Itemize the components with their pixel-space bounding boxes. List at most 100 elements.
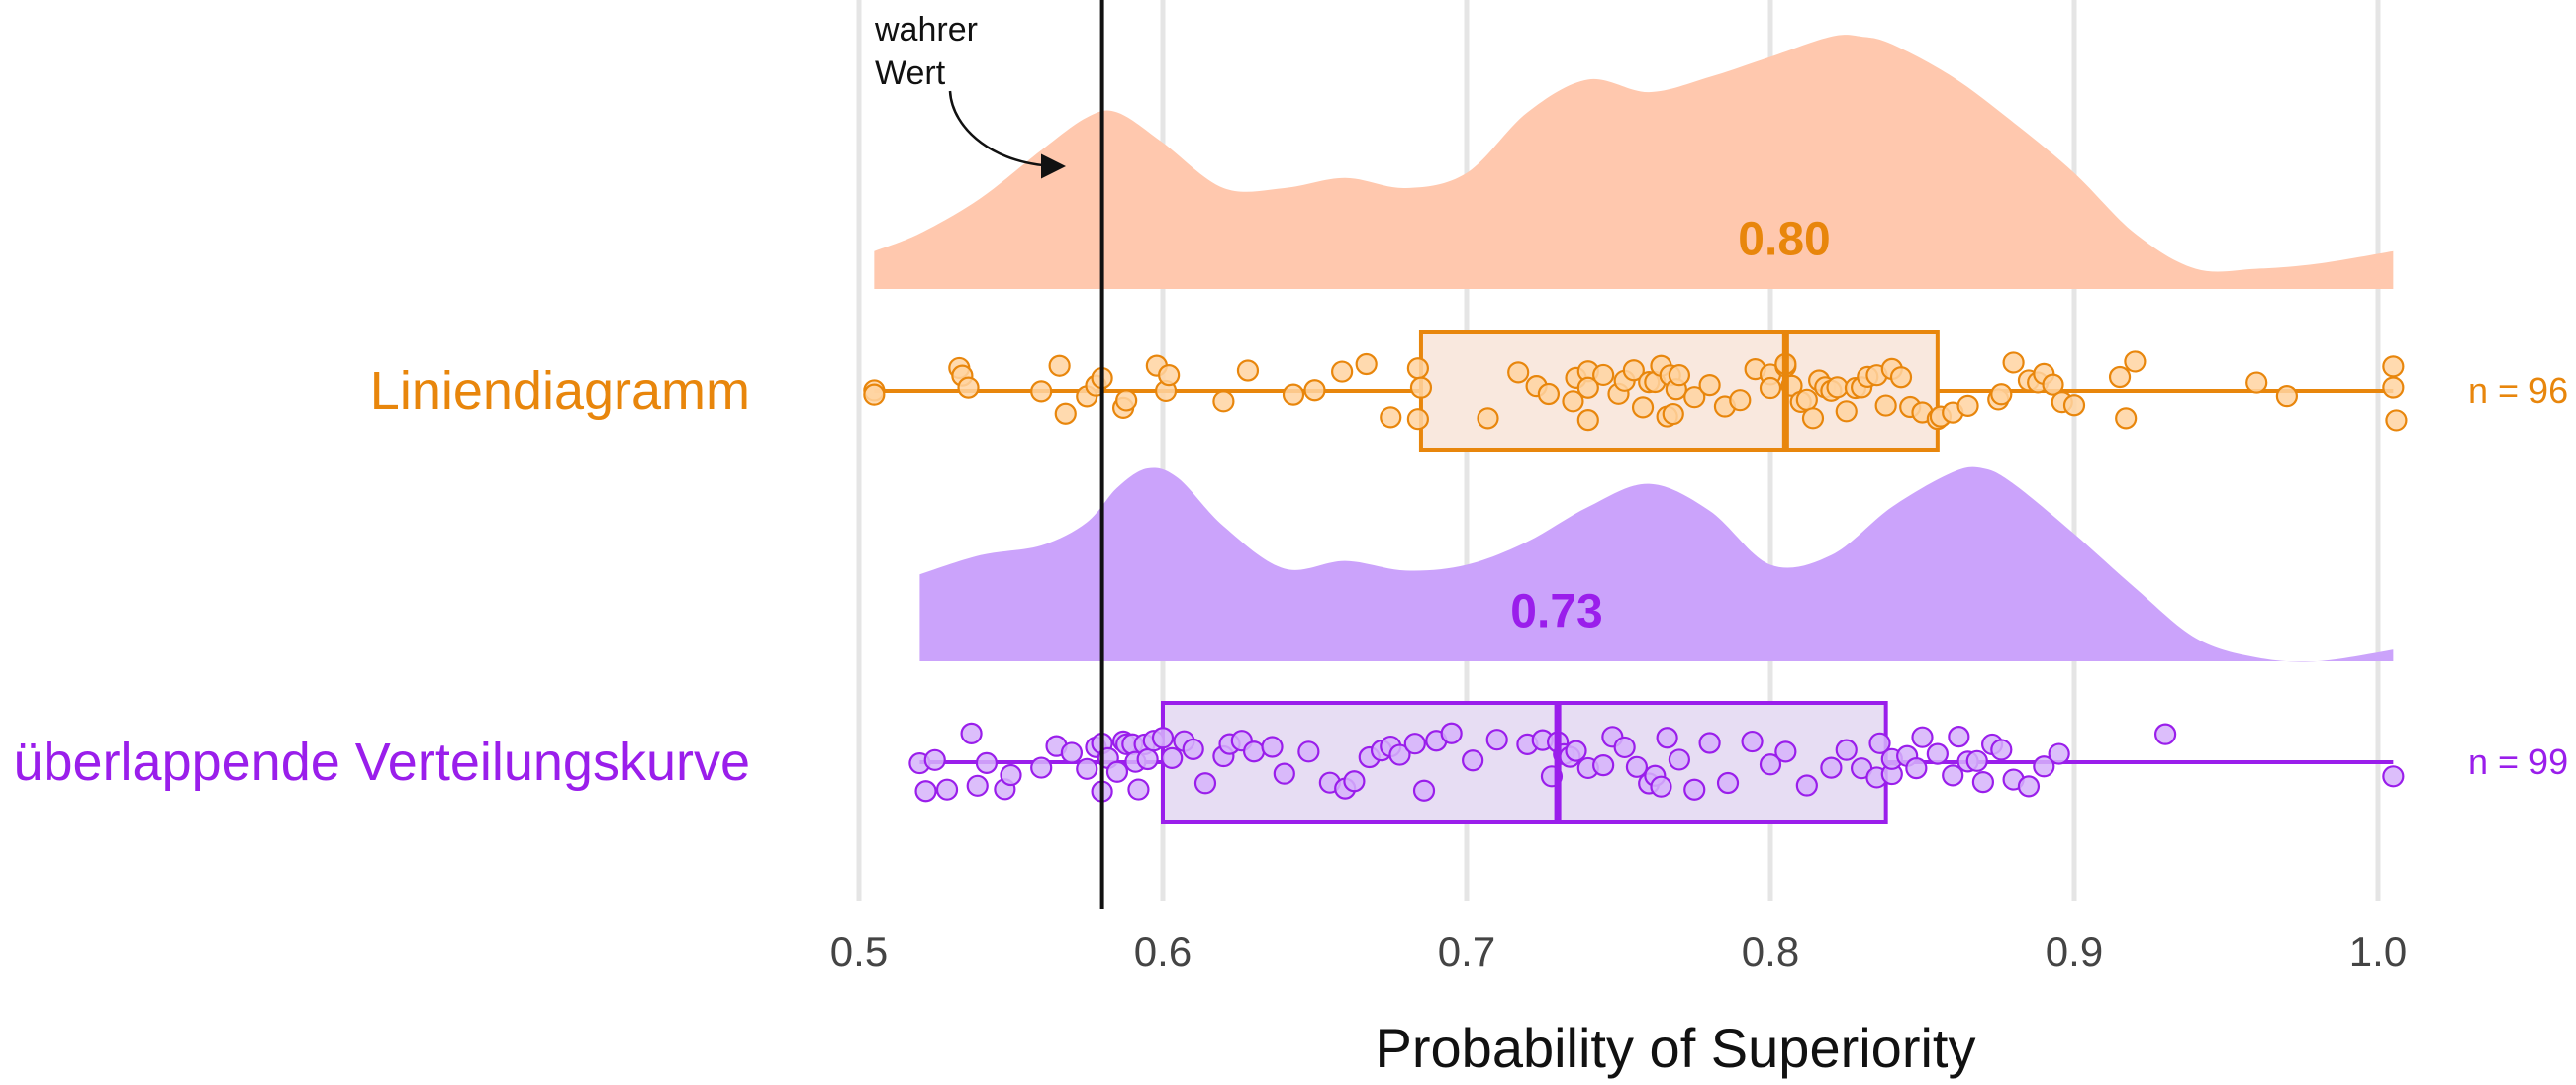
data-point xyxy=(1592,363,1615,387)
x-tick-label: 0.9 xyxy=(2045,929,2104,975)
group-label-liniendiagramm: Liniendiagramm xyxy=(369,361,750,421)
data-point xyxy=(1698,374,1721,397)
data-point xyxy=(2124,350,2147,373)
data-point xyxy=(1905,757,1928,780)
data-point xyxy=(1942,764,1964,787)
data-point xyxy=(1355,352,1378,376)
data-point xyxy=(1576,376,1599,399)
data-point xyxy=(1576,409,1599,432)
n-count-ueberlappende-verteilungskurve: n = 99 xyxy=(2468,741,2569,782)
data-point xyxy=(1380,406,1402,429)
data-point xyxy=(2062,394,2086,417)
data-point xyxy=(1868,732,1891,754)
data-point xyxy=(1440,722,1463,744)
data-point xyxy=(1303,379,1326,402)
data-point xyxy=(1683,386,1706,409)
data-point xyxy=(2382,355,2405,378)
data-point xyxy=(914,780,937,803)
reference-label-line2: Wert xyxy=(875,54,946,92)
data-point xyxy=(1409,376,1433,399)
n-count-liniendiagramm: n = 96 xyxy=(2468,370,2569,411)
data-point xyxy=(1622,359,1645,382)
data-point xyxy=(935,778,959,801)
data-point xyxy=(1076,757,1098,780)
data-point xyxy=(1698,732,1721,754)
data-point xyxy=(1820,756,1843,779)
median-label-liniendiagramm: 0.80 xyxy=(1738,213,1831,266)
data-point xyxy=(1965,749,1988,772)
data-point xyxy=(1926,742,1949,765)
data-point xyxy=(1537,382,1560,406)
data-point xyxy=(2042,373,2064,396)
data-point xyxy=(1182,738,1204,760)
data-point xyxy=(957,376,980,399)
data-point xyxy=(2033,755,2055,778)
data-point xyxy=(1795,388,1818,411)
data-point xyxy=(1048,354,1071,377)
data-point xyxy=(1801,407,1825,430)
data-point xyxy=(1668,364,1691,387)
data-point xyxy=(1990,739,2013,761)
data-point xyxy=(1477,407,1499,430)
x-axis-title: Probability of Superiority xyxy=(1375,1017,1976,1079)
group-liniendiagramm xyxy=(863,35,2408,452)
data-point xyxy=(2115,407,2138,430)
data-point xyxy=(1282,383,1305,406)
data-point xyxy=(1212,390,1235,413)
reference-arrow xyxy=(948,90,1066,179)
data-point xyxy=(1242,740,1266,763)
data-point xyxy=(1000,763,1022,787)
x-tick-label: 0.7 xyxy=(1437,929,1496,975)
data-point xyxy=(1631,396,1655,419)
data-point xyxy=(1115,389,1138,412)
data-point xyxy=(1161,746,1184,769)
data-point xyxy=(1625,755,1649,778)
data-point xyxy=(1716,771,1740,795)
data-point xyxy=(1030,756,1053,779)
data-point xyxy=(1406,408,1429,431)
reference-annotation: wahrer Wert xyxy=(875,8,978,95)
x-tick-label: 1.0 xyxy=(2348,929,2408,975)
data-point xyxy=(2382,765,2405,788)
data-point xyxy=(1668,748,1691,771)
x-tick-label: 0.8 xyxy=(1741,929,1800,975)
data-point xyxy=(1874,394,1897,417)
data-point xyxy=(1462,749,1484,772)
data-point xyxy=(1403,733,1426,755)
data-point xyxy=(975,751,999,774)
data-point xyxy=(1835,739,1858,761)
data-point xyxy=(1562,390,1584,413)
data-point xyxy=(1273,762,1295,785)
data-point xyxy=(1759,753,1782,776)
data-point xyxy=(1662,402,1684,426)
data-point xyxy=(863,383,886,406)
data-point xyxy=(1592,753,1615,777)
data-point xyxy=(1729,389,1752,412)
data-point xyxy=(1826,376,1849,399)
density-curve xyxy=(919,466,2394,662)
data-point xyxy=(1795,774,1818,797)
data-point xyxy=(1650,775,1672,798)
data-point xyxy=(2154,723,2177,745)
data-point xyxy=(2108,365,2132,389)
data-point xyxy=(1151,727,1175,749)
data-point xyxy=(1683,778,1706,801)
data-point xyxy=(1889,366,1913,389)
median-label-ueberlappende-verteilungskurve: 0.73 xyxy=(1510,585,1603,639)
data-point xyxy=(1388,743,1411,766)
data-point xyxy=(1759,376,1782,400)
data-point xyxy=(2245,371,2268,394)
group-ueberlappende-verteilungskurve xyxy=(908,466,2405,824)
data-point xyxy=(1835,400,1858,423)
group-label-ueberlappende-verteilungskurve: überlappende Verteilungskurve xyxy=(13,733,750,792)
data-point xyxy=(1030,380,1053,403)
data-point xyxy=(1297,740,1320,763)
data-point xyxy=(1971,770,1995,794)
data-point xyxy=(2048,742,2070,765)
density-curve xyxy=(874,35,2394,289)
data-point xyxy=(1261,736,1284,758)
data-point xyxy=(2002,351,2025,374)
data-point xyxy=(2382,376,2405,399)
data-point xyxy=(2275,385,2298,408)
